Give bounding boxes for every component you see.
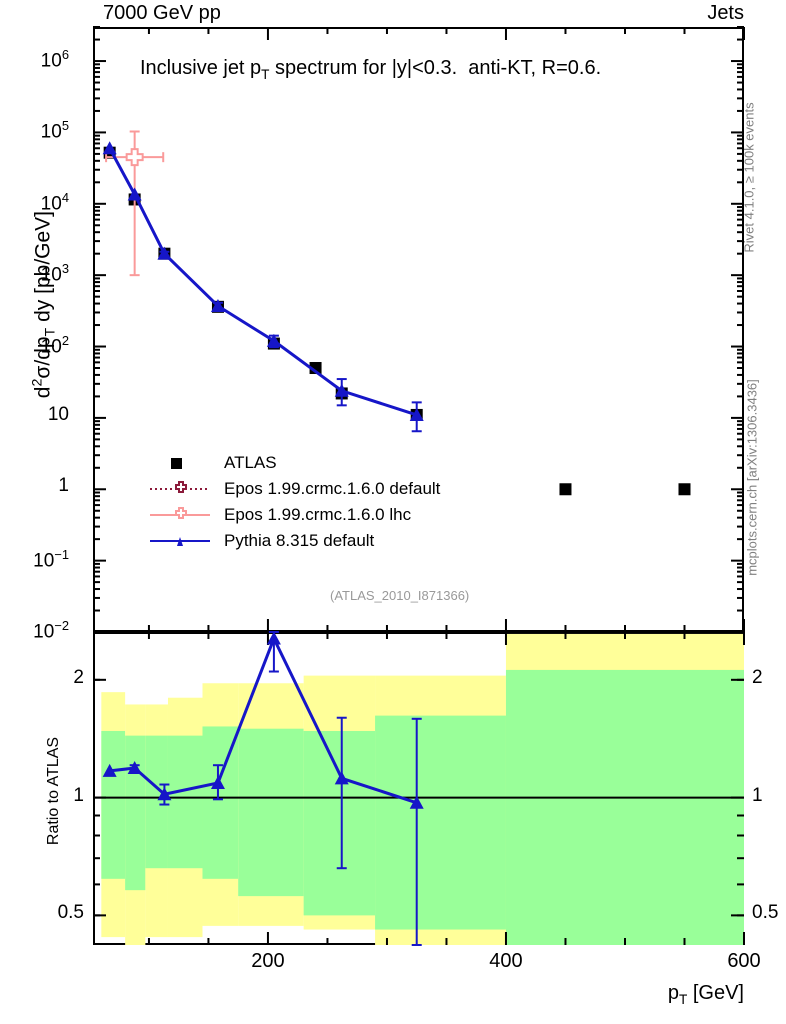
ratio-y-tick-label: 2: [73, 666, 84, 688]
main-y-tick-label: 106: [40, 47, 69, 72]
ratio-y-tick-label-right: 2: [752, 666, 763, 688]
legend: ATLAS Epos 1.99.crmc.1.6.0 default Epos …: [150, 450, 440, 554]
analysis-id-watermark: (ATLAS_2010_I871366): [330, 588, 470, 603]
ratio-series-pythia-8-315-default: [102, 631, 424, 946]
main-y-tick-label: 10−2: [33, 618, 69, 643]
ratio-y-tick-label-right: 1: [752, 784, 763, 806]
legend-label-epos-lhc: Epos 1.99.crmc.1.6.0 lhc: [224, 505, 412, 524]
main-y-tick-label: 10−1: [33, 546, 69, 571]
main-y-tick-label: 1: [58, 475, 69, 497]
legend-label-epos-default: Epos 1.99.crmc.1.6.0 default: [224, 479, 441, 498]
legend-key-epos-default: [150, 477, 216, 501]
main-y-tick-label: 104: [40, 189, 69, 215]
main-plot-frame: [93, 27, 744, 632]
legend-entry-epos-lhc[interactable]: Epos 1.99.crmc.1.6.0 lhc: [150, 502, 440, 528]
ratio-y-tick-label: 0.5: [57, 902, 84, 924]
ratio-plot-canvas: [93, 631, 745, 946]
ratio-y-tick-label: 1: [73, 784, 84, 806]
main-y-tick-label: 10: [47, 403, 69, 425]
header-collision-energy: 7000 GeV pp: [103, 2, 221, 24]
ratio-y-ticks: [93, 678, 744, 917]
legend-key-pythia: [150, 529, 216, 553]
legend-entry-atlas[interactable]: ATLAS: [150, 450, 440, 476]
ratio-x-ticks: [147, 632, 745, 945]
x-tick-label: 200: [251, 950, 285, 972]
legend-entry-pythia[interactable]: Pythia 8.315 default: [150, 528, 440, 554]
legend-key-epos-lhc: [150, 503, 216, 527]
main-y-tick-label: 105: [40, 118, 69, 143]
series-pythia-8-315-default: [102, 141, 424, 433]
ratio-y-tick-label-right: 0.5: [752, 902, 779, 924]
mcplots-credit: mcplots.cern.ch [arXiv:1306.3436]: [744, 379, 760, 576]
legend-label-atlas: ATLAS: [224, 453, 277, 472]
main-y-tick-label: 102: [40, 332, 69, 357]
series-atlas: [103, 146, 691, 496]
legend-label-pythia: Pythia 8.315 default: [224, 531, 375, 550]
main-y-ticks: [93, 26, 744, 633]
main-y-tick-label: 103: [40, 261, 69, 286]
ratio-uncertainty-bands: [101, 633, 744, 945]
header-analysis-type: Jets: [707, 2, 744, 24]
plot-title: Inclusive jet pT spectrum for |y|<0.3. a…: [140, 57, 602, 82]
legend-entry-epos-default[interactable]: Epos 1.99.crmc.1.6.0 default: [150, 476, 440, 502]
x-tick-label: 600: [727, 950, 761, 972]
main-plot-canvas: [93, 26, 745, 633]
x-tick-label: 400: [489, 950, 523, 972]
x-axis-label: pT [GeV]: [667, 982, 744, 1007]
main-x-ticks: [147, 27, 745, 632]
legend-key-atlas: [150, 451, 216, 475]
